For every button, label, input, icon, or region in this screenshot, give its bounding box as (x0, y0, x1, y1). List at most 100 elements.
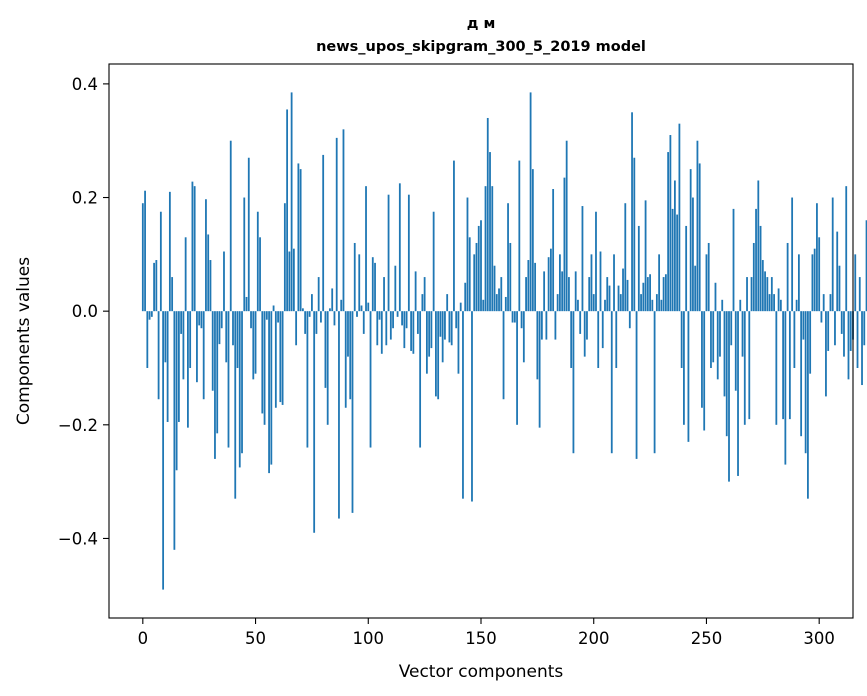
bar (579, 311, 582, 334)
bar (583, 311, 586, 357)
bar (471, 311, 473, 502)
bar (646, 277, 649, 312)
bar (439, 311, 442, 337)
bar (559, 254, 561, 312)
bar (198, 311, 201, 326)
bar (297, 163, 300, 312)
bar (786, 242, 789, 312)
bar (725, 311, 728, 437)
bar (283, 203, 286, 312)
bar (187, 311, 189, 428)
bar (177, 311, 180, 422)
bar (385, 311, 388, 346)
bar (565, 140, 568, 312)
bar (159, 211, 162, 312)
bar (193, 186, 196, 312)
bar (263, 311, 266, 425)
bar (829, 294, 832, 312)
bar (838, 265, 841, 312)
bar (845, 186, 848, 312)
bar (820, 311, 823, 323)
bar (752, 242, 755, 312)
bar (764, 271, 766, 312)
bar (759, 225, 762, 312)
bar (793, 311, 796, 368)
bar (734, 311, 737, 391)
bar (552, 189, 555, 312)
bar (489, 152, 491, 312)
bar (419, 311, 422, 448)
bar (811, 254, 814, 312)
bar (446, 294, 449, 312)
bar (396, 311, 399, 317)
bar (865, 220, 867, 312)
bar (468, 237, 471, 312)
bar (317, 277, 320, 312)
bar (306, 311, 309, 448)
bar (615, 311, 618, 368)
bar (858, 277, 861, 312)
bar (342, 129, 345, 312)
bar (847, 311, 850, 380)
bar (250, 311, 252, 329)
bar (703, 311, 706, 431)
bar (157, 311, 160, 400)
bar (655, 294, 658, 312)
bar (432, 211, 435, 312)
bar (184, 237, 187, 312)
bar (683, 311, 685, 425)
bar (664, 274, 667, 312)
bar (511, 311, 514, 323)
bar (430, 311, 433, 349)
bar (175, 311, 178, 471)
bar (462, 311, 464, 499)
bar (473, 254, 476, 312)
y-tick-label: 0.4 (72, 75, 98, 94)
bar (660, 299, 663, 312)
bar (453, 160, 455, 312)
bar (689, 169, 692, 312)
bar (746, 277, 748, 312)
bar (777, 288, 780, 312)
bar (171, 277, 174, 312)
bar (277, 311, 279, 323)
bar (320, 311, 322, 323)
chart-title-line1: д м (467, 16, 496, 32)
bar (347, 311, 349, 357)
bar (322, 154, 325, 312)
bar (662, 277, 665, 312)
bar (486, 117, 489, 312)
bar (295, 311, 298, 346)
bar (568, 277, 570, 312)
bar (331, 288, 334, 312)
bar (313, 311, 316, 533)
bar (667, 152, 670, 312)
bar (189, 311, 192, 368)
bar (423, 277, 426, 312)
bar (807, 311, 809, 499)
bar (450, 311, 453, 346)
bar (500, 277, 503, 312)
bar (525, 277, 527, 312)
x-tick-label: 200 (578, 629, 610, 648)
bar (414, 271, 417, 312)
bar (784, 311, 787, 465)
bar (274, 311, 277, 408)
bar (191, 181, 194, 312)
bar (150, 311, 153, 317)
bar (482, 299, 485, 312)
bar (644, 200, 647, 312)
y-tick-label: 0.0 (72, 302, 98, 321)
bar (692, 197, 694, 312)
bar (572, 311, 575, 454)
bar (416, 311, 419, 334)
bar (164, 311, 167, 363)
bar (516, 311, 518, 425)
bar (168, 191, 171, 312)
bar (809, 311, 812, 374)
bar (543, 271, 546, 312)
x-tick-label: 100 (353, 629, 385, 648)
bar (680, 311, 683, 368)
bar (272, 305, 275, 312)
bar (410, 311, 413, 351)
